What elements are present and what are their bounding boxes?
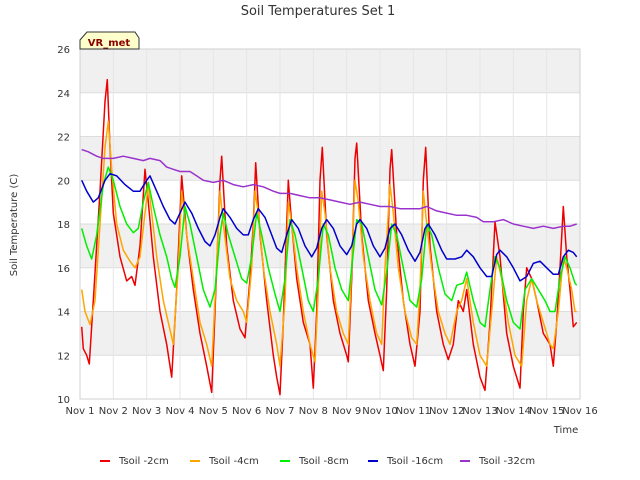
x-tick-label: Nov 9 xyxy=(332,406,361,417)
background-band xyxy=(80,311,580,356)
x-tick-label: Nov 4 xyxy=(165,406,194,417)
y-tick-label: 10 xyxy=(57,395,70,406)
y-tick-label: 20 xyxy=(57,176,70,187)
y-tick-label: 12 xyxy=(57,351,70,362)
background-band xyxy=(80,49,580,93)
x-tick-label: Nov 12 xyxy=(429,406,464,417)
series-line-tsoil-16cm xyxy=(81,172,578,282)
y-axis-ticks: 10 12 14 16 18 20 22 24 26 xyxy=(57,45,70,406)
chart-title: Soil Temperatures Set 1 xyxy=(241,4,396,19)
y-tick-label: 14 xyxy=(57,308,70,319)
background-band xyxy=(80,136,580,181)
x-tick-label: Nov 3 xyxy=(132,406,161,417)
legend-item: Tsoil -8cm xyxy=(280,456,349,467)
y-tick-label: 18 xyxy=(57,220,70,231)
x-axis-label: Time xyxy=(553,425,578,436)
plot-frame xyxy=(79,48,581,400)
x-tick-label: Nov 16 xyxy=(562,406,597,417)
x-tick-label: Nov 8 xyxy=(299,406,328,417)
x-tick-label: Nov 14 xyxy=(496,406,531,417)
y-tick-label: 16 xyxy=(57,264,70,275)
legend-label: Tsoil -32cm xyxy=(478,456,535,467)
x-tick-label: Nov 10 xyxy=(362,406,397,417)
station-tag: VR_met xyxy=(79,31,140,50)
y-tick-label: 22 xyxy=(57,133,70,144)
legend-label: Tsoil -8cm xyxy=(298,456,349,467)
x-tick-label: Nov 13 xyxy=(462,406,497,417)
legend: Tsoil -2cm Tsoil -4cm Tsoil -8cm Tsoil -16c… xyxy=(100,456,535,467)
y-tick-label: 24 xyxy=(57,89,70,100)
legend-label: Tsoil -2cm xyxy=(118,456,169,467)
y-axis-label: Soil Temperature (C) xyxy=(9,174,20,277)
station-tag-label: VR_met xyxy=(88,38,131,49)
legend-label: Tsoil -4cm xyxy=(208,456,259,467)
series-lines xyxy=(80,78,578,396)
x-tick-label: Nov 11 xyxy=(396,406,431,417)
x-axis-ticks: Nov 1 Nov 2 Nov 3 Nov 4 Nov 5 Nov 6 Nov 7 Nov 8… xyxy=(65,406,597,417)
y-tick-label: 26 xyxy=(57,45,70,56)
x-tick-label: Nov 7 xyxy=(265,406,294,417)
series-line-tsoil-32cm xyxy=(81,148,577,230)
legend-item: Tsoil -4cm xyxy=(190,456,259,467)
x-tick-label: Nov 1 xyxy=(65,406,94,417)
series-line-tsoil-4cm xyxy=(80,120,577,367)
legend-item: Tsoil -32cm xyxy=(460,456,535,467)
x-tick-label: Nov 6 xyxy=(232,406,261,417)
x-tick-label: Nov 5 xyxy=(199,406,228,417)
x-tick-label: Nov 2 xyxy=(99,406,128,417)
legend-item: Tsoil -2cm xyxy=(100,456,169,467)
legend-item: Tsoil -16cm xyxy=(368,456,443,467)
x-tick-label: Nov 15 xyxy=(529,406,564,417)
legend-label: Tsoil -16cm xyxy=(386,456,443,467)
station-tag-box xyxy=(79,31,140,50)
